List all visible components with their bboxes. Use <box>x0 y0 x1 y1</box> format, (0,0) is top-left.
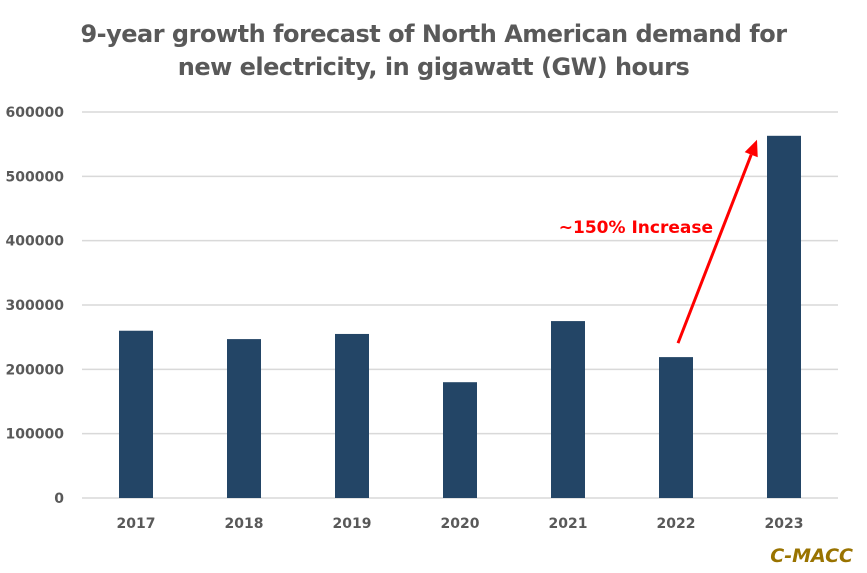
annotation: ~150% Increase <box>559 139 758 344</box>
x-axis-ticks: 2017 2018 2019 2020 2021 2022 2023 <box>117 516 804 532</box>
y-tick-label: 600000 <box>6 105 65 121</box>
x-tick-label: 2022 <box>657 516 696 532</box>
gridlines <box>82 111 838 499</box>
bar-2017 <box>119 330 153 498</box>
x-tick-label: 2018 <box>225 516 264 532</box>
bar-2021 <box>551 321 585 498</box>
x-tick-label: 2019 <box>333 516 372 532</box>
chart-title: 9-year growth forecast of North American… <box>0 18 867 84</box>
y-tick-label: 400000 <box>6 234 65 250</box>
y-tick-label: 100000 <box>6 427 65 443</box>
y-tick-label: 300000 <box>6 298 65 314</box>
annotation-arrow-head <box>744 139 758 158</box>
brand-watermark: C-MACC <box>770 545 853 567</box>
x-tick-label: 2017 <box>117 516 156 532</box>
bar-2020 <box>443 382 477 498</box>
x-tick-label: 2020 <box>441 516 480 532</box>
bars <box>119 135 801 498</box>
x-tick-label: 2023 <box>765 516 804 532</box>
bar-2022 <box>659 357 693 498</box>
annotation-label: ~150% Increase <box>559 218 713 238</box>
bar-2018 <box>227 339 261 498</box>
y-tick-label: 0 <box>54 491 64 507</box>
annotation-arrow-line <box>676 154 753 344</box>
y-tick-label: 200000 <box>6 362 65 378</box>
bar-2019 <box>335 333 369 498</box>
chart-title-line-2: new electricity, in gigawatt (GW) hours <box>177 53 690 81</box>
y-axis-ticks: 0 100000 200000 300000 400000 500000 600000 <box>6 105 65 507</box>
x-tick-label: 2021 <box>549 516 588 532</box>
chart-title-line-1: 9-year growth forecast of North American… <box>80 20 787 48</box>
bar-2023 <box>767 135 801 498</box>
y-tick-label: 500000 <box>6 169 65 185</box>
